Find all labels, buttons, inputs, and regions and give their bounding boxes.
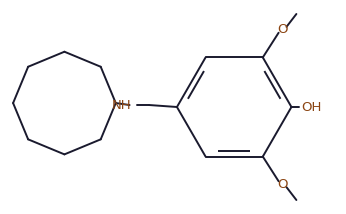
Text: NH: NH: [112, 98, 131, 111]
Text: O: O: [277, 23, 288, 36]
Text: O: O: [277, 178, 288, 191]
Text: OH: OH: [301, 101, 322, 113]
